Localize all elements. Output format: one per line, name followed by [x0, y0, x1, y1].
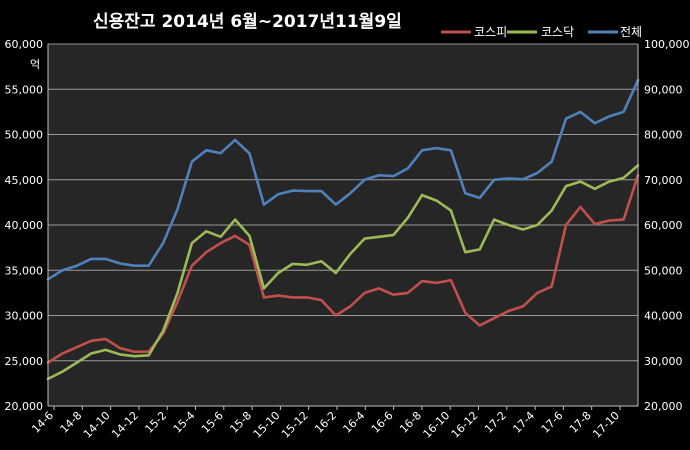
- x-tick-label: 16-4: [341, 409, 368, 436]
- chart-title: 신용잔고 2014년 6월~2017년11월9일: [93, 12, 402, 32]
- y-left-tick-label: 25,000: [5, 355, 44, 368]
- x-tick-label: 15-6: [199, 409, 226, 436]
- x-tick-label: 15-2: [142, 409, 169, 436]
- y-right-tick-label: 40,000: [644, 310, 683, 323]
- x-tick-label: 17-10: [590, 409, 622, 441]
- x-tick-label: 16-10: [421, 409, 453, 441]
- y-right-tick-label: 20,000: [644, 400, 683, 413]
- legend-label-total: 전체: [620, 25, 642, 39]
- y-left-tick-label: 20,000: [5, 400, 44, 413]
- y-left-tick-label: 35,000: [5, 264, 44, 277]
- y-right-tick-label: 60,000: [644, 219, 683, 232]
- legend-label-kosdaq: 코스닥: [541, 25, 574, 39]
- y-left-tick-label: 60,000: [5, 38, 44, 51]
- y-unit-label: 억: [30, 58, 40, 71]
- series-line-0: [46, 173, 640, 364]
- x-tick-label: 16-12: [449, 409, 481, 441]
- y-right-tick-label: 100,000: [644, 38, 690, 51]
- y-left-tick-label: 45,000: [5, 174, 44, 187]
- y-right-tick-label: 50,000: [644, 264, 683, 277]
- y-right-tick-label: 90,000: [644, 83, 683, 96]
- x-tick-label: 14-12: [109, 409, 141, 441]
- x-tick-label: 16-6: [369, 409, 396, 436]
- x-tick-label: 14-10: [81, 409, 113, 441]
- series-line-2: [46, 78, 640, 281]
- x-tick-label: 15-12: [279, 409, 311, 441]
- x-tick-label: 17-4: [510, 409, 537, 436]
- series-line-1: [46, 164, 640, 381]
- series-layer: [46, 78, 640, 381]
- x-tick-label: 15-10: [251, 409, 283, 441]
- x-tick-label: 15-4: [171, 409, 198, 436]
- y-left-tick-label: 40,000: [5, 219, 44, 232]
- x-tick-label: 16-2: [312, 409, 339, 436]
- legend: 코스피 코스닥 전체: [441, 25, 642, 39]
- y-left-tick-label: 30,000: [5, 310, 44, 323]
- y-left-tick-label: 55,000: [5, 83, 44, 96]
- x-tick-label: 17-2: [482, 409, 509, 436]
- y-left-tick-label: 50,000: [5, 129, 44, 142]
- y-right-tick-label: 70,000: [644, 174, 683, 187]
- x-tick-label: 17-6: [539, 409, 566, 436]
- y-right-tick-label: 30,000: [644, 355, 683, 368]
- y-right-tick-label: 80,000: [644, 129, 683, 142]
- legend-label-kospi: 코스피: [474, 25, 507, 39]
